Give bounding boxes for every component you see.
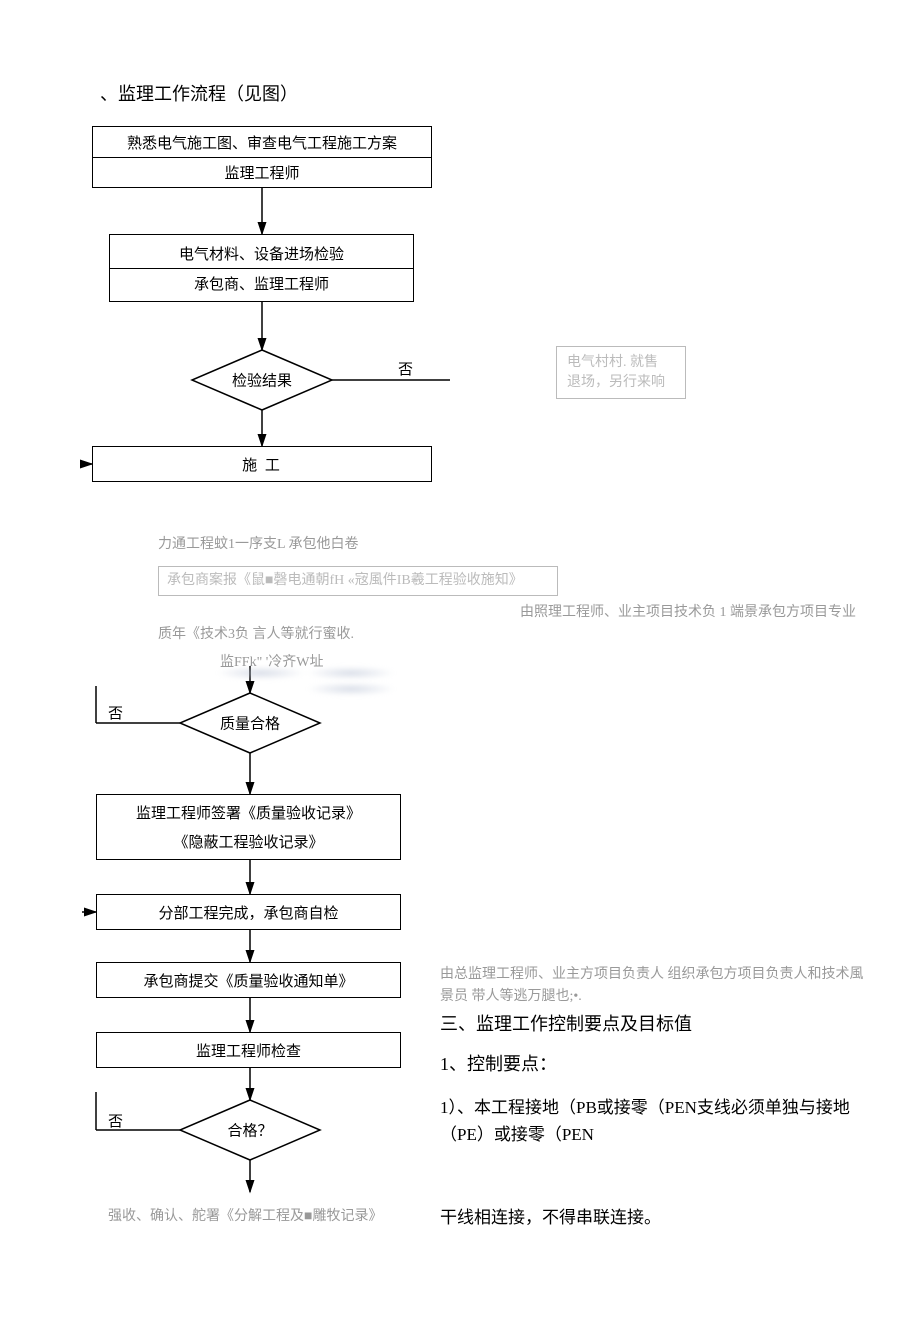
n1-row2: 监理工程师 — [93, 158, 431, 187]
text-ft6: 由总监理工程师、业主方项目负责人 组织承包方项目负责人和技术風 — [440, 964, 864, 985]
body-line1: 三、监理工作控制要点及目标值 — [440, 1010, 692, 1039]
body-line3: 1）、本工程接地（PB或接零（PEN支线必须单独与接地（PE）或接零（PEN — [440, 1094, 880, 1148]
text-ft1: 力通工程蚊1一序支L 承包他白卷 — [158, 534, 359, 555]
node-n1: 熟悉电气施工图、审查电气工程施工方案监理工程师 — [92, 126, 432, 188]
node-d2: 质量合格 — [180, 693, 320, 753]
d3-label: 合格？ — [227, 1120, 272, 1141]
smudge-2 — [306, 682, 396, 696]
text-ft7: 景员 带人等逃万腿也;•. — [440, 986, 582, 1007]
edge-label-14: 否 — [108, 1110, 123, 1131]
d1-label: 检验结果 — [232, 370, 292, 391]
node-sb2: 承包商案报《鼠■磬电通朝fH «宼風件IB羲工程验收施知》 — [158, 566, 558, 596]
edge-label-6: 否 — [108, 702, 123, 723]
node-sb1: 电气村村. 就售退场，另行来响 — [556, 346, 686, 399]
node-d1: 检验结果 — [192, 350, 332, 410]
text-ft5: 强收、确认、舵署《分解工程及■雕牧记录》 — [108, 1206, 382, 1227]
edge-label-3: 否 — [398, 358, 413, 379]
node-n7: 监理工程师检查 — [96, 1032, 401, 1068]
body-line2: 1、控制要点： — [440, 1050, 557, 1079]
flowchart: 熟悉电气施工图、审查电气工程施工方案监理工程师电气材料、设备进场检验承包商、监理… — [0, 126, 920, 1286]
node-n3: 施 工 — [92, 446, 432, 482]
d2-label: 质量合格 — [220, 713, 280, 734]
node-d3: 合格？ — [180, 1100, 320, 1160]
smudge-0 — [216, 666, 306, 680]
body-line4: 干线相连接，不得串联连接。 — [440, 1204, 661, 1231]
node-n6: 承包商提交《质量验收通知单》 — [96, 962, 401, 998]
text-ft2: 由照理工程师、业主项目技术负 1 端景承包方项目专业 — [520, 602, 856, 623]
n4-row1: 监理工程师签署《质量验收记录》 — [97, 798, 400, 827]
page-title: 、监理工作流程（见图） — [100, 80, 920, 106]
text-ft3: 质年《技术3负 言人等就行蜜收. — [158, 624, 354, 645]
n1-row1: 熟悉电气施工图、审查电气工程施工方案 — [93, 128, 431, 157]
node-n4: 监理工程师签署《质量验收记录》《隐蔽工程验收记录》 — [96, 794, 401, 860]
n2-row2: 承包商、监理工程师 — [110, 269, 413, 298]
n4-row2: 《隐蔽工程验收记录》 — [97, 827, 400, 856]
smudge-1 — [306, 666, 396, 680]
n2-row1: 电气材料、设备进场检验 — [110, 239, 413, 268]
node-n5: 分部工程完成，承包商自检 — [96, 894, 401, 930]
node-n2: 电气材料、设备进场检验承包商、监理工程师 — [109, 234, 414, 302]
